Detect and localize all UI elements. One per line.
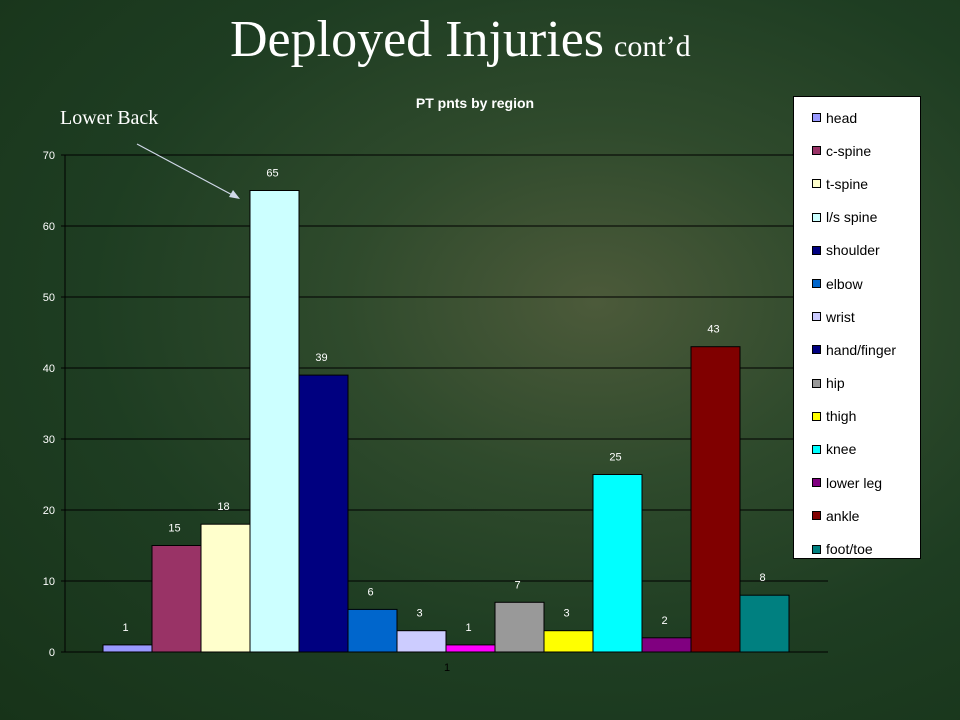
- legend-swatch: [812, 511, 821, 521]
- y-tick-label: 0: [49, 647, 55, 659]
- legend-item: wrist: [812, 300, 920, 333]
- legend-label: ankle: [826, 507, 860, 524]
- y-tick-label: 30: [43, 434, 55, 446]
- legend-label: hand/finger: [826, 341, 897, 358]
- callout-label: Lower Back: [60, 107, 159, 129]
- legend-item: hip: [812, 367, 920, 400]
- legend-swatch: [812, 478, 821, 488]
- legend-item: foot/toe: [812, 532, 920, 565]
- data-label: 6: [367, 586, 373, 598]
- legend-label: head: [826, 109, 858, 126]
- data-label: 18: [217, 501, 229, 513]
- legend-item: elbow: [812, 267, 920, 300]
- legend-swatch: [812, 345, 821, 355]
- legend-item: knee: [812, 433, 920, 466]
- bar-shoulder: [298, 374, 349, 653]
- legend-swatch: [812, 212, 821, 222]
- slide-title-main: Deployed Injuries: [230, 11, 605, 68]
- legend-swatch: [812, 113, 821, 123]
- y-tick-label: 60: [43, 221, 55, 233]
- data-label: 1: [465, 622, 471, 634]
- data-label: 2: [661, 615, 667, 627]
- data-label: 8: [759, 572, 765, 584]
- y-tick-label: 40: [43, 363, 55, 375]
- legend-item: lower leg: [812, 466, 920, 499]
- bars: [102, 190, 790, 653]
- callout-arrow-line: [136, 143, 239, 199]
- bar-elbow: [347, 608, 398, 653]
- legend-swatch: [812, 312, 821, 322]
- data-labels: 1 15 18 65 39 6 3 1 7 3 25 2 43 8: [122, 168, 765, 634]
- slide-title: Deployed Injuries cont’d: [230, 10, 930, 69]
- y-tick-label: 50: [43, 292, 55, 304]
- legend-label: thigh: [826, 408, 857, 425]
- bar-foot-toe: [739, 594, 790, 653]
- legend-item: c-spine: [812, 134, 920, 167]
- bar-l-s-spine: [249, 190, 300, 653]
- legend-swatch: [812, 245, 821, 255]
- x-tick-label: 1: [444, 662, 450, 674]
- legend-label: hip: [826, 375, 845, 392]
- y-tick-label: 10: [43, 576, 55, 588]
- y-tick-label: 20: [43, 505, 55, 517]
- data-label: 65: [266, 168, 278, 180]
- chart-legend: head c-spine t-spine l/s spine shoulder elbow…: [793, 96, 921, 559]
- legend-label: l/s spine: [826, 209, 878, 226]
- data-label: 15: [168, 523, 180, 535]
- legend-swatch: [812, 378, 821, 388]
- data-label: 25: [609, 452, 621, 464]
- legend-swatch: [812, 411, 821, 421]
- data-label: 3: [563, 608, 569, 620]
- legend-label: lower leg: [826, 474, 883, 491]
- legend-label: foot/toe: [826, 541, 873, 558]
- legend-label: shoulder: [826, 242, 880, 259]
- legend-item: hand/finger: [812, 333, 920, 366]
- bar-knee: [592, 474, 643, 653]
- data-label: 7: [514, 579, 520, 591]
- legend-label: wrist: [826, 308, 855, 325]
- bar-hand-finger: [445, 644, 496, 653]
- legend-swatch: [812, 279, 821, 289]
- bar-c-spine: [151, 545, 202, 653]
- legend-label: knee: [826, 441, 857, 458]
- legend-item: l/s spine: [812, 201, 920, 234]
- legend-item: head: [812, 101, 920, 134]
- callout-arrow-head: [229, 190, 240, 199]
- legend-item: ankle: [812, 499, 920, 532]
- data-label: 43: [707, 324, 719, 336]
- callout-arrow: [136, 143, 240, 199]
- data-label: 3: [416, 608, 422, 620]
- legend-swatch: [812, 146, 821, 156]
- data-label: 39: [315, 352, 327, 364]
- chart-title: PT pnts by region: [416, 95, 534, 111]
- legend-item: t-spine: [812, 167, 920, 200]
- bar-head: [102, 644, 153, 653]
- legend-swatch: [812, 179, 821, 189]
- y-tick-label: 70: [43, 150, 55, 162]
- bar-lower-leg: [641, 637, 692, 653]
- bar-thigh: [543, 630, 594, 653]
- axes: 0 10 20 30 40 50 60 70 1: [43, 150, 828, 674]
- legend-swatch: [812, 444, 821, 454]
- data-label: 1: [122, 622, 128, 634]
- bar-ankle: [690, 346, 741, 653]
- slide-title-sub: cont’d: [614, 30, 691, 63]
- bar-t-spine: [200, 523, 251, 653]
- bar-wrist: [396, 630, 447, 653]
- legend-label: c-spine: [826, 142, 872, 159]
- legend-label: elbow: [826, 275, 863, 292]
- legend-item: thigh: [812, 400, 920, 433]
- bar-hip: [494, 601, 545, 653]
- legend-label: t-spine: [826, 175, 869, 192]
- legend-item: shoulder: [812, 234, 920, 267]
- legend-swatch: [812, 544, 821, 554]
